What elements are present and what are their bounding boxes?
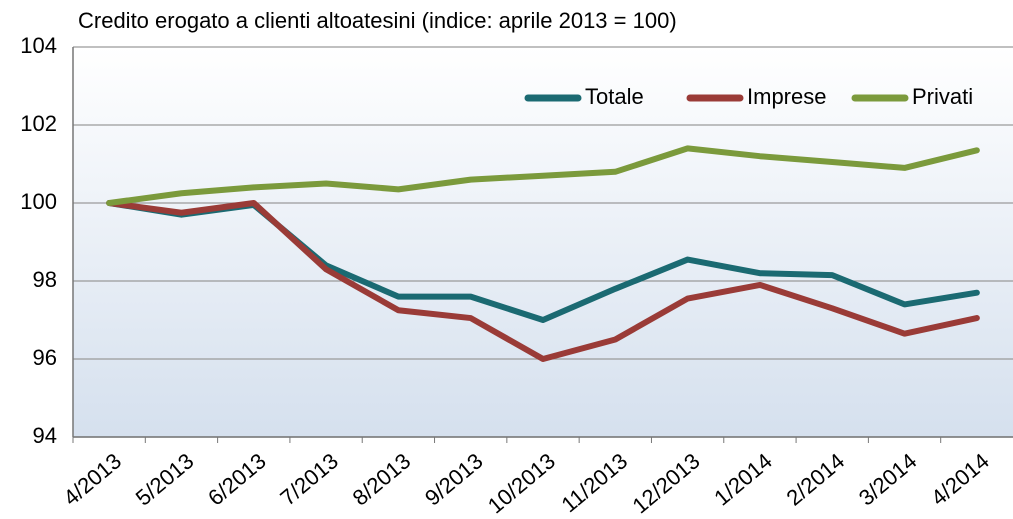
x-tick-label: 9/2013 [420, 448, 488, 510]
x-tick-label: 5/2013 [131, 448, 199, 510]
chart-title: Credito erogato a clienti altoatesini (i… [78, 8, 677, 33]
y-tick-label: 104 [20, 33, 57, 58]
legend-label: Totale [585, 84, 644, 109]
x-tick-label: 2/2014 [782, 448, 850, 510]
x-tick-label: 6/2013 [203, 448, 271, 510]
y-tick-label: 96 [33, 345, 57, 370]
x-tick-label: 11/2013 [557, 448, 633, 517]
y-tick-label: 94 [33, 423, 57, 448]
x-tick-label: 4/2013 [58, 448, 126, 510]
line-series [106, 145, 980, 206]
x-tick-label: 3/2014 [854, 448, 922, 510]
plot-area [73, 47, 1013, 437]
x-tick-label: 7/2013 [275, 448, 343, 510]
x-tick-label: 4/2014 [926, 448, 994, 510]
y-tick-label: 98 [33, 267, 57, 292]
x-tick-label: 8/2013 [348, 448, 416, 510]
legend-label: Privati [912, 84, 973, 109]
x-tick-label: 10/2013 [483, 448, 560, 518]
x-tick-label: 1/2014 [709, 448, 777, 510]
y-tick-label: 102 [20, 111, 57, 136]
x-tick-label: 12/2013 [628, 448, 705, 518]
y-tick-label: 100 [20, 189, 57, 214]
line-series [106, 200, 980, 362]
legend-label: Imprese [747, 84, 826, 109]
